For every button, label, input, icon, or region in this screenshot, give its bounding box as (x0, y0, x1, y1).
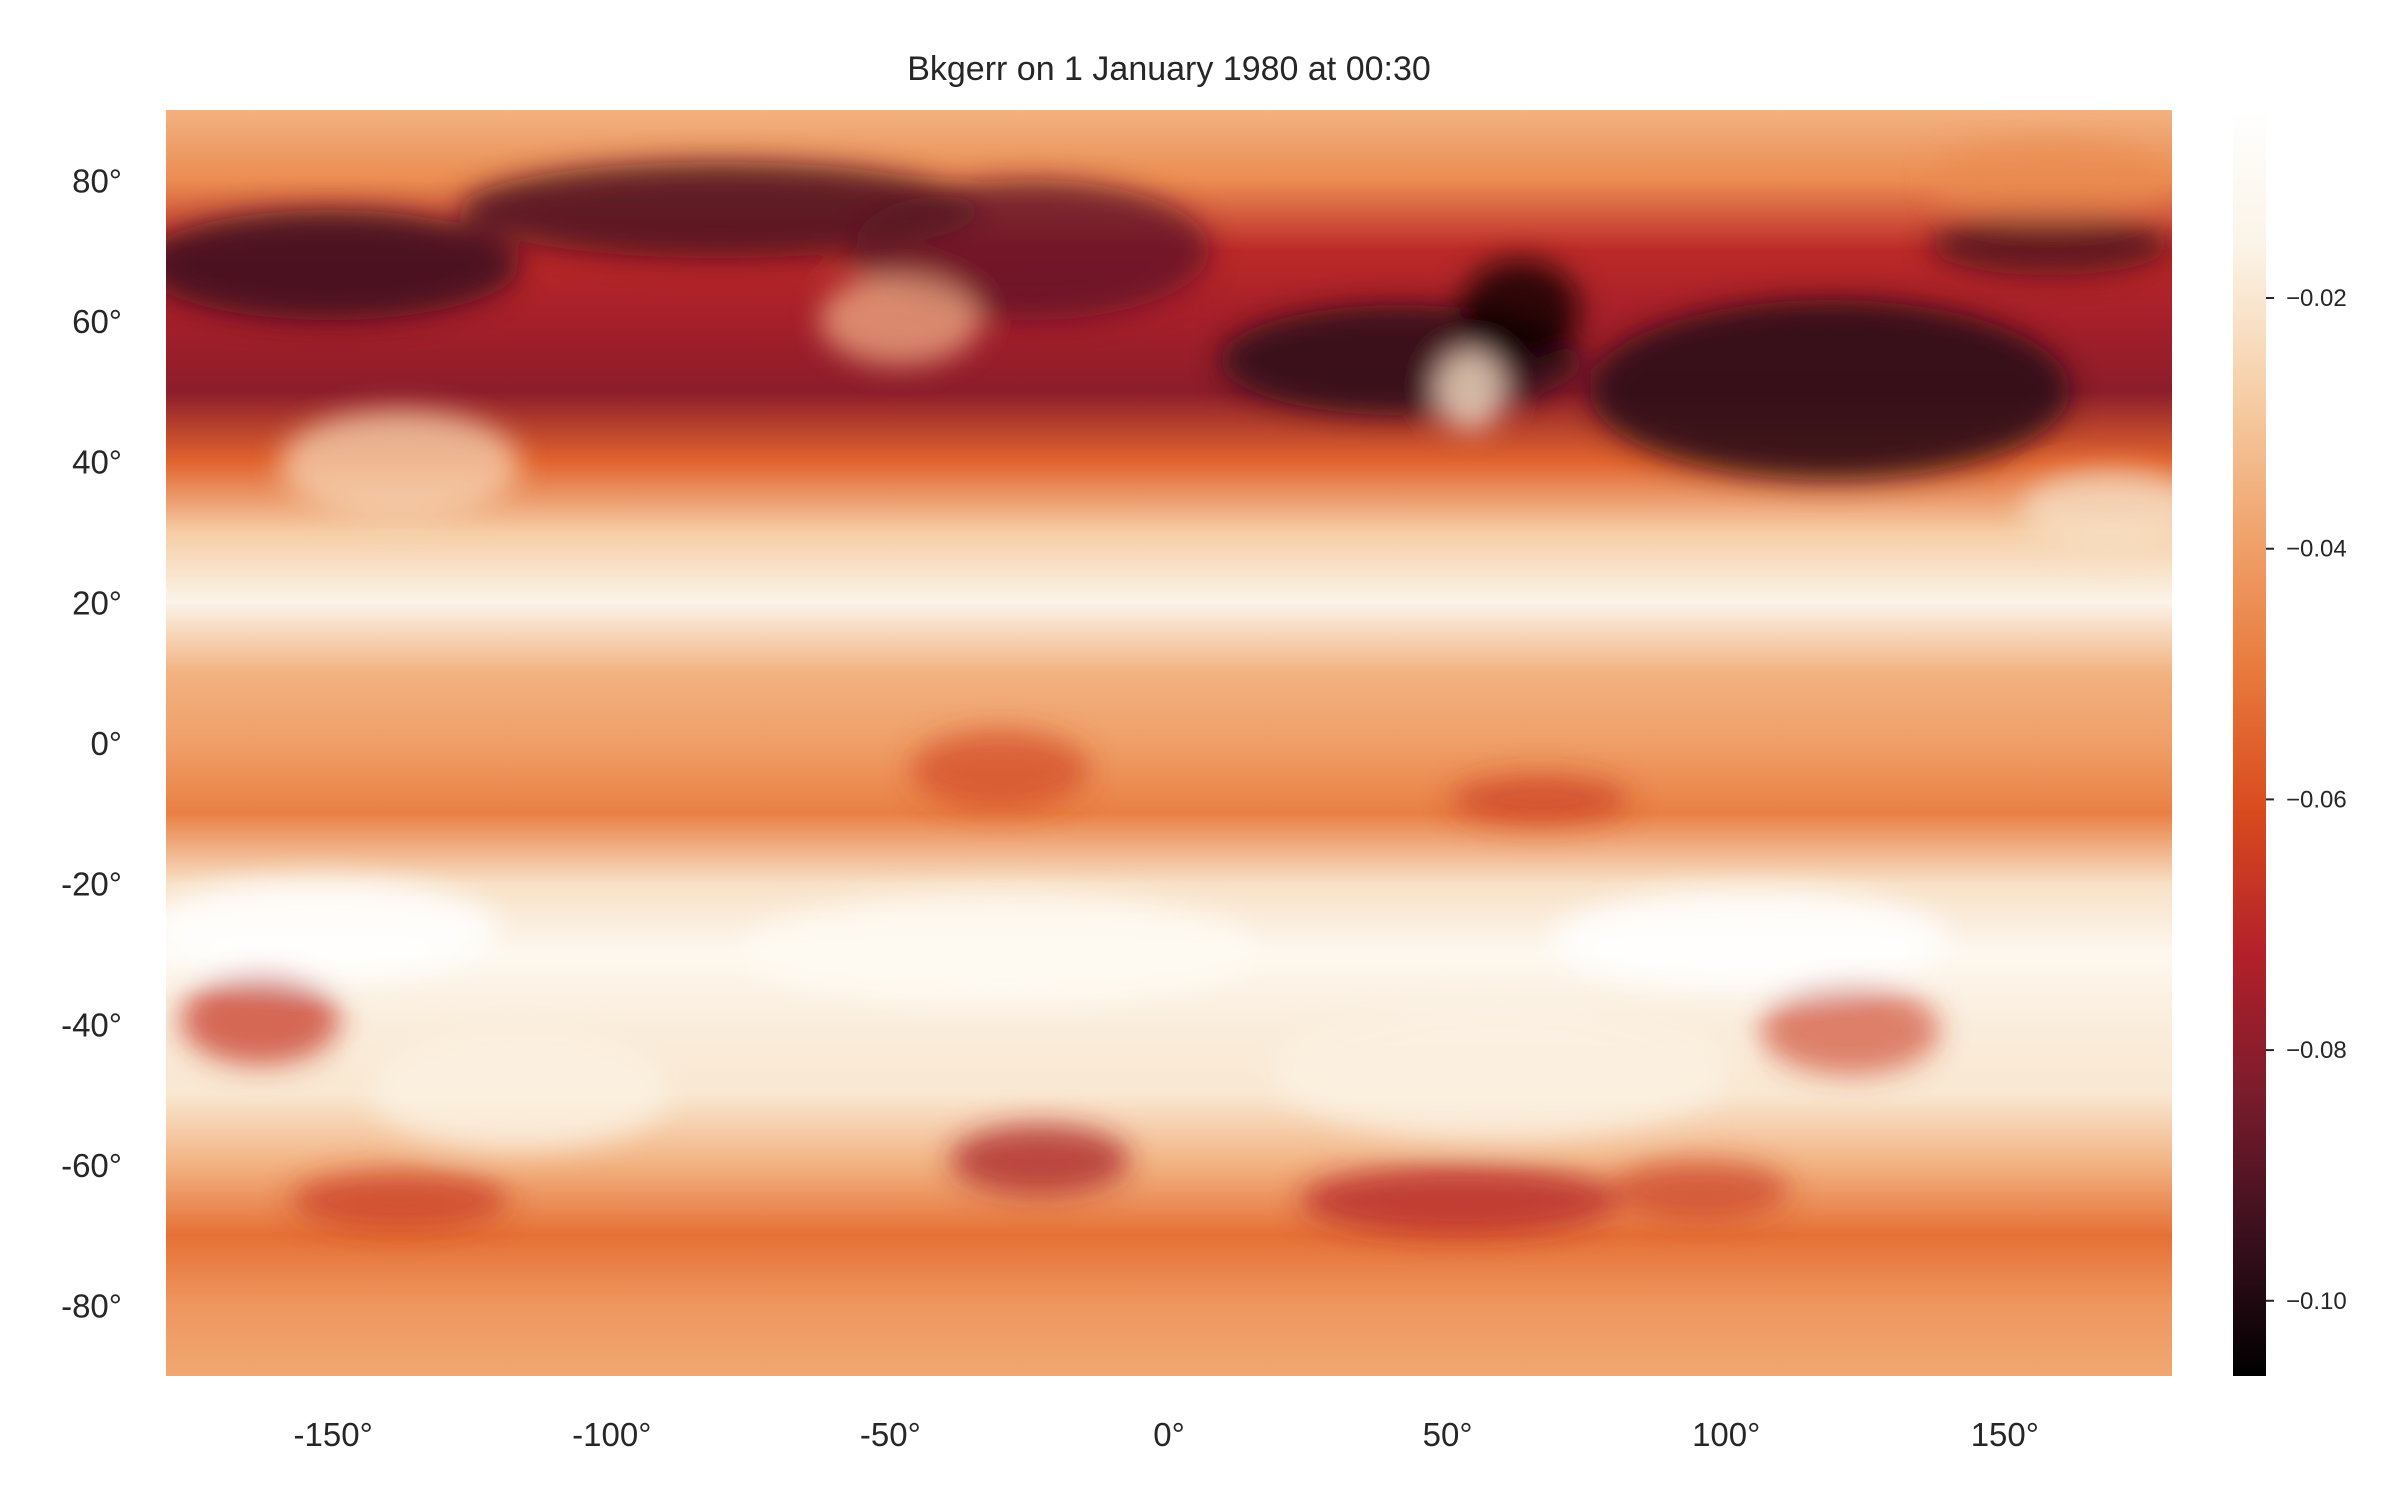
chart-title: Bkgerr on 1 January 1980 at 00:30 (907, 50, 1431, 88)
colorbar-tick-label: −0.06 (2286, 786, 2347, 813)
x-axis: -150° -100° -50° 0° 50° 100° 150° (294, 1416, 2039, 1453)
x-tick-label: -100° (572, 1416, 651, 1453)
y-tick-label: -40° (61, 1006, 122, 1043)
colorbar-ticks: −0.02 −0.04 −0.06 −0.08 −0.10 (2266, 285, 2347, 1315)
colorbar-tick-label: −0.02 (2286, 285, 2347, 312)
y-tick-label: -60° (61, 1147, 122, 1184)
x-tick-label: 0° (1153, 1416, 1185, 1453)
heatmap-features (166, 140, 2172, 1235)
colorbar-tick-label: −0.08 (2286, 1037, 2347, 1064)
colorbar-gradient (2233, 110, 2266, 1376)
x-tick-label: 100° (1692, 1416, 1760, 1453)
y-tick-label: 20° (72, 584, 122, 621)
colorbar-tick-label: −0.04 (2286, 536, 2347, 563)
x-tick-label: -50° (860, 1416, 921, 1453)
y-tick-label: 60° (72, 303, 122, 340)
y-tick-label: 0° (90, 725, 122, 762)
heatmap-image (166, 110, 2172, 1376)
x-tick-label: 150° (1971, 1416, 2039, 1453)
colorbar-tick-label: −0.10 (2286, 1288, 2347, 1315)
x-tick-label: 50° (1423, 1416, 1473, 1453)
y-tick-label: 80° (72, 162, 122, 199)
y-tick-label: -20° (61, 866, 122, 903)
y-tick-label: 40° (72, 444, 122, 481)
x-tick-label: -150° (294, 1416, 373, 1453)
y-tick-label: -80° (61, 1288, 122, 1325)
y-axis: 80° 60° 40° 20° 0° -20° -40° -60° -80° (61, 162, 122, 1324)
colorbar: −0.02 −0.04 −0.06 −0.08 −0.10 (2233, 110, 2347, 1376)
